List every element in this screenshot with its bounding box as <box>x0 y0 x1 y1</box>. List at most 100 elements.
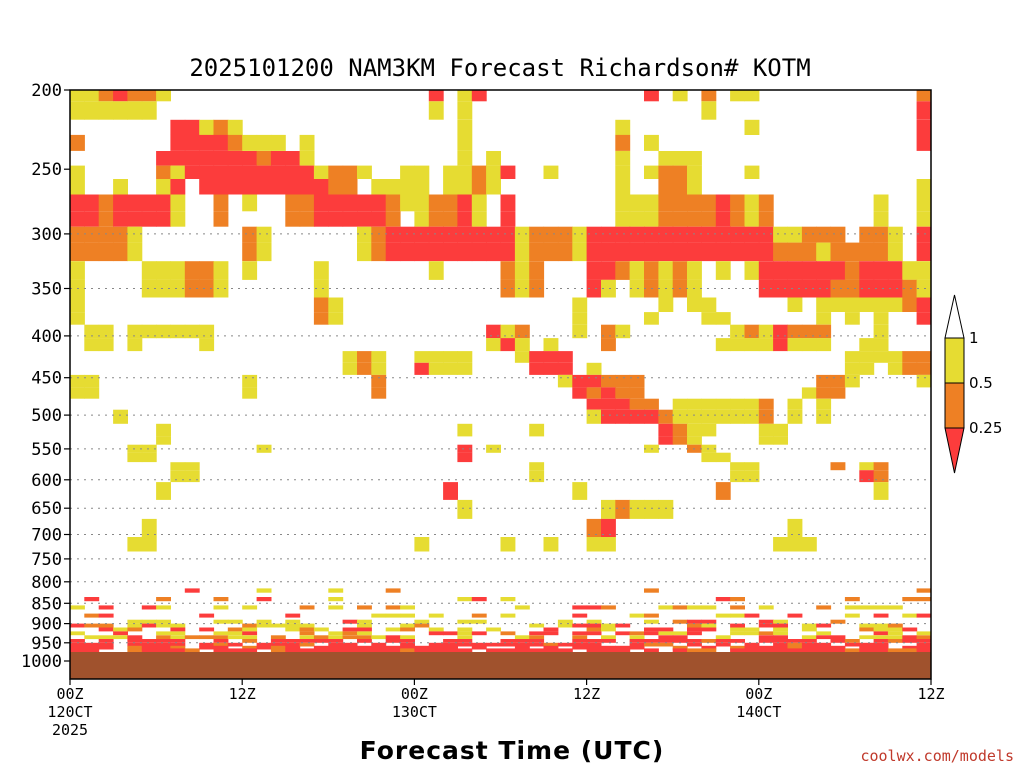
cell-lt-0.25 <box>299 179 315 195</box>
cell-lt-0.25 <box>572 639 588 643</box>
x-tick-label: 12Z <box>229 685 256 703</box>
cell-0.5-1 <box>256 588 272 593</box>
cell-lt-0.25 <box>98 639 114 643</box>
cell-0.25-0.5 <box>572 635 588 640</box>
x-tick-label: 2025 <box>52 721 88 739</box>
cell-0.5-1 <box>428 627 444 632</box>
cell-0.25-0.5 <box>299 631 315 636</box>
cell-0.5-1 <box>514 261 530 280</box>
cell-0.5-1 <box>242 627 258 632</box>
x-tick-label: 00Z <box>401 685 428 703</box>
cell-lt-0.25 <box>371 642 387 647</box>
cell-0.5-1 <box>801 537 817 552</box>
cell-0.5-1 <box>730 470 745 483</box>
cell-lt-0.25 <box>514 639 530 643</box>
cell-0.25-0.5 <box>98 194 114 212</box>
cell-0.5-1 <box>184 470 200 483</box>
cell-lt-0.25 <box>744 642 760 647</box>
cell-0.5-1 <box>514 242 530 262</box>
cell-0.5-1 <box>844 351 860 363</box>
cell-0.5-1 <box>586 362 602 375</box>
cell-lt-0.25 <box>902 627 918 632</box>
cell-0.25-0.5 <box>242 242 258 262</box>
y-axis-ticks: 200 250 300 350 400 450 500 550 600 650 700 750 8008… <box>21 81 70 672</box>
cell-0.25-0.5 <box>500 279 516 298</box>
cell-0.5-1 <box>687 436 702 445</box>
cell-0.5-1 <box>701 297 717 312</box>
cell-lt-0.25 <box>543 631 559 636</box>
cell-0.5-1 <box>342 362 358 375</box>
cell-lt-0.25 <box>471 597 487 602</box>
cell-lt-0.25 <box>328 211 344 227</box>
cell-0.25-0.5 <box>658 211 674 227</box>
cell-lt-0.25 <box>758 648 774 653</box>
cell-0.5-1 <box>744 119 760 135</box>
cell-lt-0.25 <box>787 639 803 643</box>
cell-lt-0.25 <box>672 635 688 640</box>
cell-0.5-1 <box>744 409 760 424</box>
cell-0.25-0.5 <box>687 211 702 227</box>
x-tick-label: 130CT <box>392 703 437 721</box>
cell-lt-0.25 <box>830 645 846 650</box>
cell-0.5-1 <box>486 151 501 166</box>
cell-0.5-1 <box>471 194 487 212</box>
cell-0.25-0.5 <box>816 324 832 339</box>
cell-lt-0.25 <box>170 179 186 195</box>
cell-lt-0.25 <box>715 211 731 227</box>
cell-0.25-0.5 <box>84 613 100 618</box>
cell-0.5-1 <box>730 398 745 410</box>
cell-0.5-1 <box>127 537 143 552</box>
cell-lt-0.25 <box>486 648 501 653</box>
cell-0.5-1 <box>428 101 444 120</box>
cell-lt-0.25 <box>156 211 171 227</box>
cell-0.5-1 <box>357 623 372 628</box>
cell-lt-0.25 <box>816 279 832 298</box>
cell-0.25-0.5 <box>371 374 387 388</box>
boundary-layer-bands <box>70 588 931 653</box>
y-tick-label: 750 <box>31 550 62 570</box>
cell-lt-0.25 <box>170 119 186 135</box>
cell-0.25-0.5 <box>787 642 803 647</box>
cell-0.5-1 <box>299 623 315 628</box>
cell-lt-0.25 <box>916 648 931 653</box>
cell-lt-0.25 <box>443 639 458 643</box>
cell-lt-0.25 <box>773 648 788 653</box>
cell-0.5-1 <box>313 261 329 280</box>
cell-0.5-1 <box>357 226 372 243</box>
cell-lt-0.25 <box>500 226 516 243</box>
cell-0.25-0.5 <box>902 279 918 298</box>
cell-0.5-1 <box>629 211 645 227</box>
cell-lt-0.25 <box>371 648 387 653</box>
cell-lt-0.25 <box>730 648 745 653</box>
cell-0.5-1 <box>629 194 645 212</box>
cell-0.5-1 <box>873 482 889 500</box>
cell-lt-0.25 <box>170 627 186 632</box>
cell-0.5-1 <box>156 482 171 500</box>
cell-0.25-0.5 <box>529 226 545 243</box>
cell-0.5-1 <box>859 338 875 352</box>
cell-0.5-1 <box>514 605 530 610</box>
cell-0.25-0.5 <box>615 387 631 399</box>
cell-0.5-1 <box>400 613 415 618</box>
cell-lt-0.25 <box>787 613 803 618</box>
cell-lt-0.25 <box>615 631 631 636</box>
cell-0.25-0.5 <box>385 211 401 227</box>
cell-0.5-1 <box>227 619 243 624</box>
cell-lt-0.25 <box>500 642 516 647</box>
cell-lt-0.25 <box>127 194 143 212</box>
cell-lt-0.25 <box>601 387 616 399</box>
cell-lt-0.25 <box>385 648 401 653</box>
cell-0.5-1 <box>170 462 186 471</box>
cell-0.5-1 <box>758 423 774 437</box>
cell-lt-0.25 <box>514 648 530 653</box>
y-tick-label: 950 <box>31 634 62 654</box>
cell-lt-0.25 <box>213 179 229 195</box>
cell-lt-0.25 <box>601 242 616 262</box>
cell-0.5-1 <box>816 242 832 262</box>
cell-0.5-1 <box>70 179 85 195</box>
cell-0.5-1 <box>572 482 588 500</box>
cell-0.5-1 <box>816 631 832 636</box>
cell-lt-0.25 <box>443 226 458 243</box>
cell-0.5-1 <box>744 627 760 632</box>
cell-0.5-1 <box>70 297 85 312</box>
